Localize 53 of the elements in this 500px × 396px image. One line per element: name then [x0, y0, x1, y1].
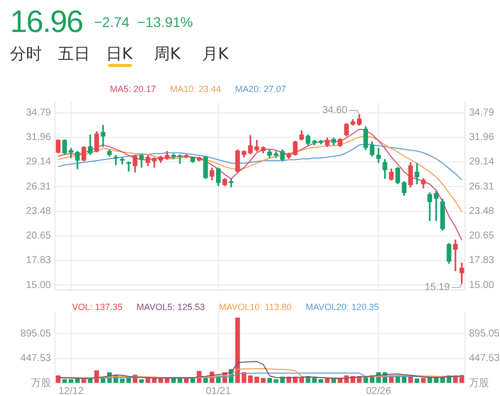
annotation: 34.60: [322, 105, 348, 116]
chart-subtitle: −2.74 −13.91%: [94, 14, 193, 30]
y2-tick-label: 29.14: [469, 156, 494, 168]
y-tick-label: 15.00: [26, 280, 52, 291]
text: 五日: [58, 44, 90, 65]
y2-tick-label: 31.96: [469, 132, 494, 144]
text: MA20: 27.07: [235, 84, 286, 94]
bar: [414, 378, 420, 383]
y-tick-label: 23.48: [26, 206, 52, 218]
text: MA5: 20.17: [110, 84, 156, 94]
x-tick-label: 12/12: [58, 386, 84, 396]
y-tick-label: 29.14: [26, 156, 52, 168]
y-tick-label: 895.05: [20, 328, 52, 340]
y2-tick-label: 万股: [469, 378, 489, 389]
text: MAVOL10: 113.80: [218, 302, 292, 312]
text: 分时: [10, 44, 42, 65]
bar: [120, 378, 125, 383]
bar: [254, 376, 260, 383]
y-tick-label: 20.65: [26, 230, 52, 242]
bar: [260, 378, 266, 383]
y2-tick-label: 34.79: [469, 108, 494, 119]
y-tick-label: 万股: [31, 378, 51, 389]
bar: [139, 379, 144, 383]
text: 周K: [154, 44, 180, 65]
y2-tick-label: 26.31: [469, 181, 494, 192]
bar: [299, 378, 304, 383]
y2-tick-label: 23.48: [469, 206, 494, 218]
y2-tick-label: 447.53: [469, 353, 500, 364]
x-tick-label: 01/21: [206, 386, 232, 396]
text: MA10: 23.44: [170, 84, 222, 94]
y2-tick-label: 17.83: [469, 255, 494, 266]
bar: [324, 378, 330, 383]
bar: [331, 378, 336, 383]
bar: [82, 379, 86, 383]
bar: [421, 378, 426, 383]
text: VOL: 137.35: [72, 302, 123, 312]
annotation: 15.19: [424, 282, 450, 294]
y-tick-label: 31.96: [26, 132, 52, 144]
y-tick-label: 34.79: [26, 108, 52, 119]
y2-tick-label: 15.00: [469, 280, 494, 291]
text: MAVOL20: 120.35: [306, 302, 380, 312]
text: 日K: [106, 44, 132, 65]
y2-tick-label: 895.05: [469, 328, 500, 340]
bar: [126, 378, 131, 383]
y2-tick-label: 20.65: [469, 230, 494, 242]
chart-title: 16.96: [10, 4, 83, 40]
text: MAVOL5: 125.53: [136, 302, 205, 312]
y-tick-label: 447.53: [20, 353, 52, 364]
y-tick-label: 17.83: [26, 255, 52, 266]
x-tick-label: 02/26: [366, 386, 392, 396]
text: 月K: [202, 44, 228, 65]
bar: [459, 375, 464, 383]
y-tick-label: 26.31: [26, 181, 52, 192]
